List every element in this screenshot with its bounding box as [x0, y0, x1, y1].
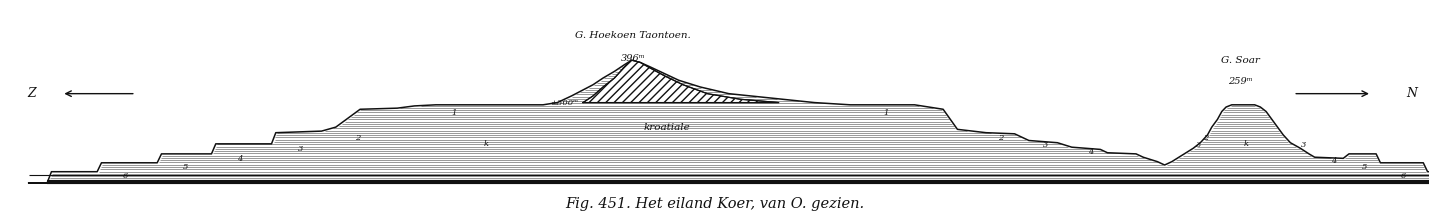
- Text: 3: 3: [1300, 141, 1306, 149]
- Text: 4: 4: [237, 155, 243, 163]
- Text: 5: 5: [1362, 163, 1368, 171]
- Polygon shape: [29, 60, 1429, 183]
- Text: 4: 4: [1330, 157, 1336, 165]
- Text: N: N: [1406, 87, 1418, 100]
- Text: G. Hoekoen Taontoen.: G. Hoekoen Taontoen.: [574, 31, 692, 40]
- Text: Z: Z: [27, 87, 36, 100]
- Text: ±300ᵐ: ±300ᵐ: [550, 99, 579, 107]
- Text: kroatiale: kroatiale: [644, 123, 690, 132]
- Text: 2: 2: [354, 134, 360, 142]
- Text: 2: 2: [1203, 134, 1209, 142]
- Text: 5: 5: [183, 163, 189, 171]
- Text: 4: 4: [1087, 148, 1093, 156]
- Text: k: k: [1243, 140, 1249, 148]
- Text: 396ᵐ: 396ᵐ: [620, 54, 646, 62]
- Text: Fig. 451. Het eiland Koer, van O. gezien.: Fig. 451. Het eiland Koer, van O. gezien…: [564, 197, 865, 211]
- Text: 1: 1: [452, 109, 457, 117]
- Polygon shape: [583, 60, 779, 103]
- Text: 6: 6: [1400, 172, 1406, 180]
- Text: 2: 2: [997, 134, 1003, 142]
- Text: 6: 6: [123, 172, 129, 180]
- Text: 1: 1: [883, 109, 889, 117]
- Text: k: k: [483, 140, 489, 148]
- Text: 259ᵐ: 259ᵐ: [1228, 77, 1253, 86]
- Text: 3: 3: [1043, 141, 1049, 149]
- Text: 3: 3: [1196, 141, 1202, 149]
- Text: 3: 3: [297, 145, 303, 153]
- Text: G. Soar: G. Soar: [1220, 56, 1260, 65]
